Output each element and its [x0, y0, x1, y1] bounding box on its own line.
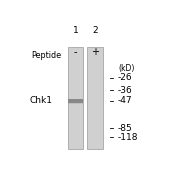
Bar [68, 99, 83, 103]
Text: +: + [91, 47, 99, 57]
Bar [68, 103, 83, 105]
Text: Peptide: Peptide [31, 51, 61, 60]
Text: -47: -47 [118, 96, 133, 105]
Text: (kD): (kD) [118, 64, 134, 73]
Bar [68, 47, 83, 149]
Text: 2: 2 [92, 26, 98, 35]
Text: -85: -85 [118, 124, 133, 133]
Text: -36: -36 [118, 86, 133, 95]
Text: -26: -26 [118, 73, 133, 82]
Text: 1: 1 [73, 26, 78, 35]
Text: Chk1: Chk1 [30, 96, 53, 105]
Text: -: - [74, 47, 77, 57]
Bar [87, 47, 103, 149]
Text: -118: -118 [118, 133, 139, 142]
